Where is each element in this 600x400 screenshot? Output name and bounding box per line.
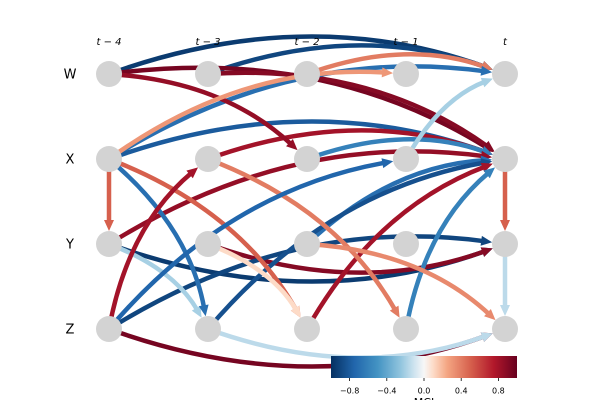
link-arrowhead <box>480 235 493 246</box>
link <box>207 326 487 360</box>
node <box>96 146 122 172</box>
time-label: t − 4 <box>96 37 121 48</box>
variable-label: W <box>64 68 77 83</box>
colorbar: MCI −0.8 −0.4 0.0 0.4 0.8 <box>331 356 517 400</box>
link <box>106 170 194 330</box>
colorbar-label: MCI <box>414 396 434 400</box>
time-label: t − 2 <box>294 37 319 48</box>
link <box>306 136 487 162</box>
link-arrowhead <box>480 77 493 88</box>
link-arrowhead <box>480 162 493 173</box>
link-arrowhead <box>483 167 496 179</box>
colorbar-gradient <box>331 356 517 378</box>
link <box>404 79 487 161</box>
link <box>207 156 398 312</box>
node <box>492 231 518 257</box>
node <box>492 316 518 342</box>
link <box>108 156 299 312</box>
node <box>393 146 419 172</box>
node <box>393 61 419 87</box>
variable-label: Z <box>66 323 75 338</box>
link-arrowhead <box>104 220 114 231</box>
link <box>108 71 294 147</box>
colorbar-tick-label: 0.0 <box>418 387 431 396</box>
link <box>306 241 492 317</box>
link-arrowhead <box>286 138 298 151</box>
link <box>207 241 299 312</box>
node <box>195 146 221 172</box>
link <box>306 51 487 77</box>
node <box>492 146 518 172</box>
link <box>403 170 491 330</box>
link-arrowhead <box>191 305 202 318</box>
colorbar-tick-label: 0.4 <box>455 387 468 396</box>
time-label: t − 3 <box>195 37 220 48</box>
link-arrowhead <box>480 332 493 342</box>
edges <box>104 34 510 369</box>
link <box>107 64 485 161</box>
nodes <box>96 61 518 342</box>
time-label: t − 1 <box>393 37 418 48</box>
colorbar-tick-label: −0.4 <box>377 387 396 396</box>
link-arrowhead <box>484 308 496 321</box>
node <box>294 316 320 342</box>
node <box>195 316 221 342</box>
node <box>492 61 518 87</box>
link <box>206 160 485 331</box>
node <box>393 231 419 257</box>
link-arrowhead <box>500 220 510 231</box>
link-arrowhead <box>186 167 199 179</box>
node <box>294 231 320 257</box>
link <box>107 234 485 331</box>
link <box>207 241 487 275</box>
link-arrowhead <box>198 304 209 317</box>
link <box>107 149 485 246</box>
link <box>107 69 386 161</box>
colorbar-tick-label: 0.8 <box>492 387 505 396</box>
node <box>96 61 122 87</box>
colorbar-tick-label: −0.8 <box>340 387 359 396</box>
link-arrowhead <box>389 305 400 318</box>
link-arrowhead <box>480 65 493 76</box>
variable-label: Y <box>65 238 74 253</box>
node <box>393 316 419 342</box>
node <box>195 61 221 87</box>
node <box>96 231 122 257</box>
link-arrowhead <box>500 305 510 316</box>
link <box>107 157 207 309</box>
link-arrowhead <box>381 67 394 78</box>
node <box>294 61 320 87</box>
link <box>305 164 487 331</box>
node <box>294 146 320 172</box>
time-label: t <box>503 37 508 48</box>
variable-label: X <box>66 153 75 168</box>
node <box>96 316 122 342</box>
link <box>207 70 490 149</box>
labels: W X Y Zt − 4 t − 3 t − 2 t − 1 t <box>64 37 508 338</box>
link-arrowhead <box>381 158 394 169</box>
link-arrowhead <box>290 305 301 318</box>
node <box>195 231 221 257</box>
link-arrowhead <box>480 247 493 257</box>
link <box>107 160 386 331</box>
